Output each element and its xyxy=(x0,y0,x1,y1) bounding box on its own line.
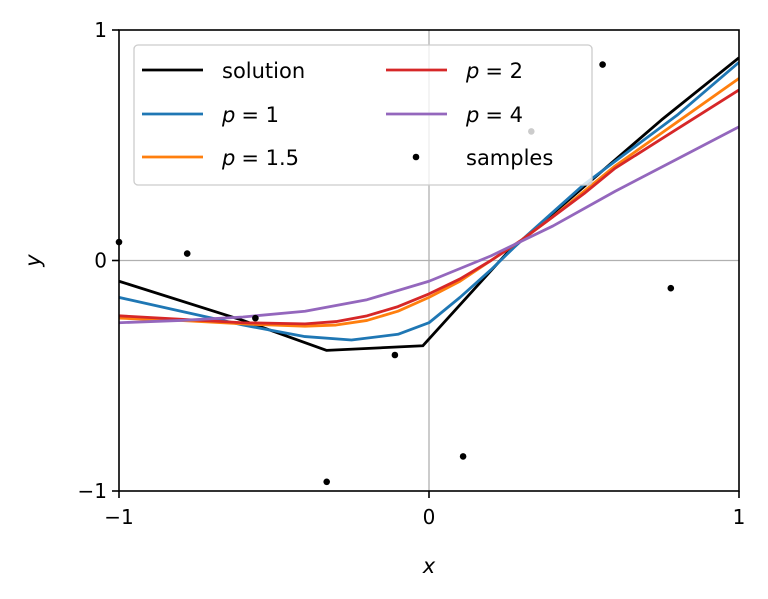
series-line-p-1-5 xyxy=(119,77,739,328)
x-tick-label: −1 xyxy=(104,505,133,529)
y-tick-label: −1 xyxy=(78,479,107,503)
legend: solution p = 1 p = 1.5 p = 2 p = 4 samples xyxy=(133,44,593,186)
x-axis-label: x xyxy=(422,554,436,578)
legend-label-p1-5: p = 1.5 xyxy=(221,146,299,170)
sample-point xyxy=(323,478,331,486)
legend-frame xyxy=(133,44,593,186)
sample-point xyxy=(183,250,191,257)
y-axis-label: y xyxy=(21,254,45,268)
legend-marker-samples xyxy=(412,153,420,161)
sample-point xyxy=(252,314,259,322)
y-tick-label: 1 xyxy=(94,18,107,42)
x-tick-label: 1 xyxy=(733,505,746,529)
legend-label-samples: samples xyxy=(466,146,553,170)
legend-label-p2: p = 2 xyxy=(465,59,523,83)
series-layer xyxy=(115,56,739,486)
axes-layer: −1 0 1 −1 0 1 x y xyxy=(21,18,745,578)
y-tick-label: 0 xyxy=(94,249,107,273)
legend-label-p4: p = 4 xyxy=(465,103,523,127)
sample-point xyxy=(391,351,399,359)
sample-point xyxy=(459,453,467,460)
sample-point xyxy=(667,284,675,292)
sample-point xyxy=(599,61,606,68)
legend-label-solution: solution xyxy=(222,59,305,83)
legend-label-p1: p = 1 xyxy=(221,103,279,127)
series-line-p-2 xyxy=(119,88,739,326)
x-tick-label: 0 xyxy=(423,505,436,529)
series-line-p-1 xyxy=(119,61,739,342)
series-line-p-4 xyxy=(119,125,739,325)
